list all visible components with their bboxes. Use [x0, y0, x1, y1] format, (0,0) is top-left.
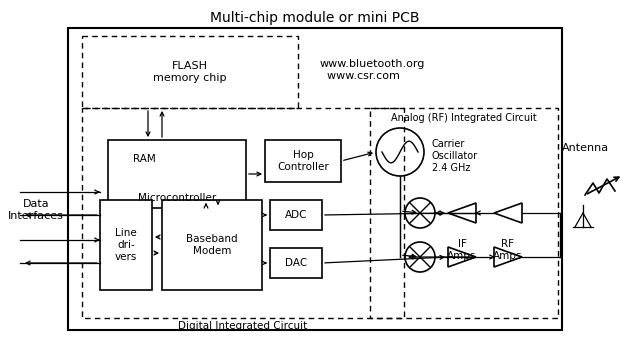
Bar — [270, 248, 322, 278]
Text: IF
Amps: IF Amps — [447, 239, 477, 261]
Text: www.bluetooth.org
  www.csr.com: www.bluetooth.org www.csr.com — [320, 59, 425, 81]
Bar — [162, 200, 262, 290]
Text: Microcontroller: Microcontroller — [138, 193, 216, 203]
Text: RAM: RAM — [133, 154, 156, 164]
Bar — [100, 200, 152, 290]
Bar — [82, 36, 298, 108]
Bar — [118, 148, 170, 170]
Text: Digital Integrated Circuit: Digital Integrated Circuit — [178, 321, 307, 331]
Text: Hop
Controller: Hop Controller — [277, 150, 329, 172]
Bar — [265, 140, 341, 182]
Text: Carrier
Oscillator
2.4 GHz: Carrier Oscillator 2.4 GHz — [432, 139, 478, 173]
Text: Baseband
Modem: Baseband Modem — [186, 234, 238, 256]
Text: Multi-chip module or mini PCB: Multi-chip module or mini PCB — [210, 11, 420, 25]
Bar — [82, 108, 404, 318]
Bar — [270, 200, 322, 230]
Text: Line
dri-
vers: Line dri- vers — [115, 228, 137, 261]
Text: Analog (RF) Integrated Circuit: Analog (RF) Integrated Circuit — [391, 113, 537, 123]
Bar — [68, 28, 562, 330]
Text: FLASH
memory chip: FLASH memory chip — [153, 61, 227, 83]
Text: Antenna: Antenna — [561, 143, 609, 153]
Text: RF
Amps: RF Amps — [493, 239, 523, 261]
Bar — [108, 140, 246, 208]
Bar — [370, 108, 558, 318]
Text: Data
Interfaces: Data Interfaces — [8, 199, 64, 221]
Text: DAC: DAC — [285, 258, 307, 268]
Text: ADC: ADC — [285, 210, 307, 220]
